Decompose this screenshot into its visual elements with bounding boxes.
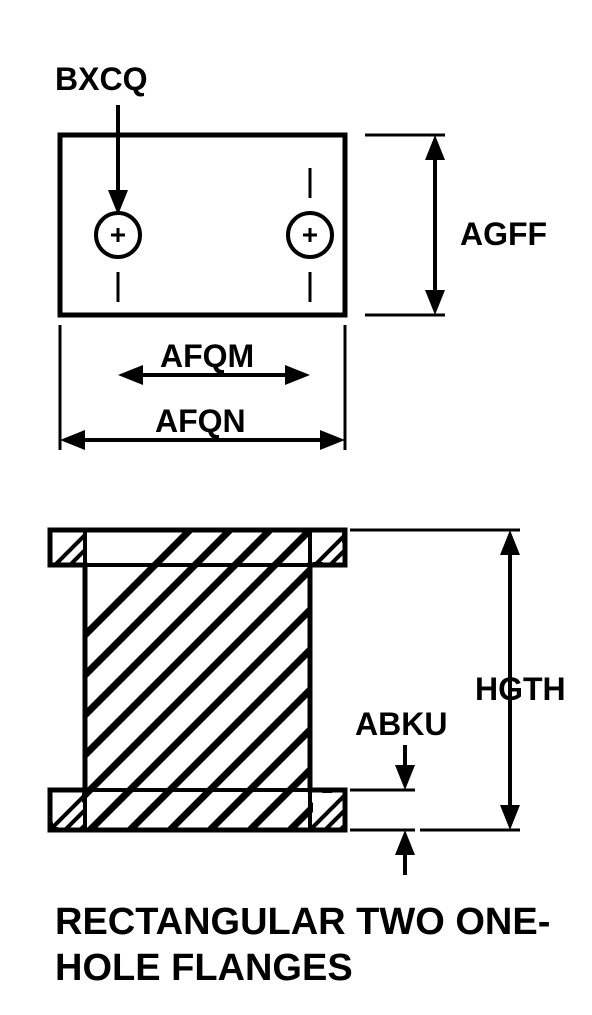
hgth-dimension: HGTH: [350, 530, 566, 830]
top-view-rect: [60, 135, 345, 315]
afqm-label: AFQM: [160, 338, 254, 374]
bxcq-label: BXCQ: [55, 61, 147, 97]
technical-drawing-svg: BXCQ AGFF AFQM AFQN: [0, 0, 592, 1015]
hgth-label: HGTH: [475, 671, 566, 707]
section-view: [0, 440, 592, 890]
abku-dimension: ABKU: [350, 706, 447, 875]
abku-label: ABKU: [355, 706, 447, 742]
afqn-label: AFQN: [155, 403, 246, 439]
afqm-dimension: AFQM: [118, 338, 310, 385]
bxcq-leader: BXCQ: [55, 61, 147, 215]
diagram-title: RECTANGULAR TWO ONE-HOLE FLANGES: [55, 900, 592, 991]
agff-dimension: AGFF: [365, 135, 547, 315]
agff-label: AGFF: [460, 216, 547, 252]
diagram-container: BXCQ AGFF AFQM AFQN: [0, 0, 592, 1015]
